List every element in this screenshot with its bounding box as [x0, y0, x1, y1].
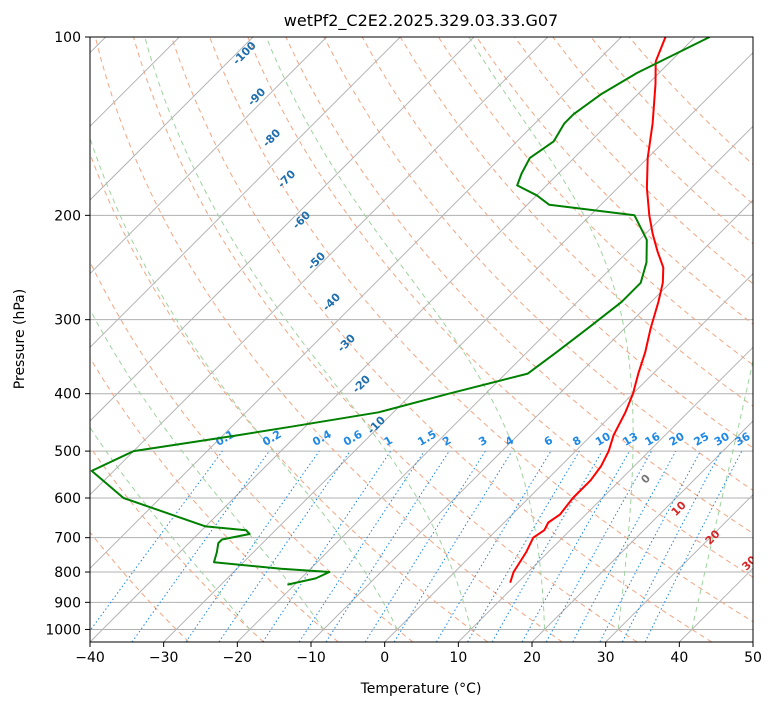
dry-adiabat	[94, 37, 563, 642]
x-tick-label: −40	[75, 650, 105, 666]
mixing-ratio-line	[185, 450, 320, 642]
isotherm-line	[90, 37, 475, 422]
dry-adiabats	[90, 37, 753, 642]
dry-adiabat	[90, 531, 190, 642]
dry-adiabat	[247, 37, 753, 578]
x-tick-label: −10	[296, 650, 326, 666]
moist-adiabat	[691, 358, 753, 630]
dry-adiabat	[209, 37, 753, 623]
moist-adiabat	[468, 37, 634, 630]
x-tick-label: −20	[223, 650, 253, 666]
isotherm-line	[90, 37, 696, 642]
dry-adiabat	[361, 37, 753, 449]
y-tick-label: 500	[54, 444, 81, 460]
mixing-ratio-line	[521, 450, 630, 642]
isobar-gridlines	[90, 37, 753, 630]
moist-adiabats	[90, 37, 753, 630]
mixing-ratio-line	[644, 450, 743, 642]
mixing-ratio-line	[90, 450, 223, 632]
isotherm-line	[90, 37, 549, 496]
isotherm-line	[90, 37, 328, 275]
dry-adiabat	[90, 152, 488, 642]
x-tick-label: 40	[670, 650, 688, 666]
profile-series	[90, 37, 711, 586]
x-axis: −40 −30 −20 −10 0 10 20 30 40 50	[75, 642, 762, 666]
plot-frame	[89, 36, 754, 643]
dewpoint-profile-line	[90, 37, 711, 586]
isotherm-line	[310, 199, 753, 642]
dry-adiabat	[90, 356, 339, 642]
plot-area: 0.1 0.2 0.4 0.6 1 1.5 2 3 4 6 8 10 13 16 20 25 30 36-100-…	[90, 37, 753, 642]
chart-title: wetPf2_C2E2.2025.329.03.33.G07	[284, 11, 558, 31]
mixing-ratio-line	[298, 450, 425, 642]
isotherm-line	[163, 51, 753, 642]
isotherm-line	[236, 125, 753, 642]
isotherm-line	[384, 272, 753, 642]
dry-adiabat	[132, 37, 638, 642]
moist-adiabat	[90, 136, 398, 630]
x-tick-label: 50	[744, 650, 762, 666]
isotherm-line	[90, 37, 401, 349]
mixing-ratio-line	[131, 450, 270, 642]
mixing-ratio-line	[393, 450, 513, 642]
y-tick-label: 100	[54, 30, 81, 46]
temperature-profile-line	[509, 37, 667, 584]
y-tick-label: 300	[54, 313, 81, 329]
x-axis-label: Temperature (°C)	[360, 681, 482, 697]
isotherm-line	[90, 37, 254, 201]
y-tick-label: 400	[54, 387, 81, 403]
mixing-ratio-line	[545, 450, 653, 642]
isotherm-line	[90, 37, 622, 570]
y-tick-label: 1000	[45, 622, 81, 638]
mixing-ratio-line	[262, 450, 392, 642]
y-tick-label: 200	[54, 208, 81, 224]
y-tick-label: 600	[54, 491, 81, 507]
mixing-ratio-line	[218, 450, 351, 642]
y-tick-label: 800	[54, 565, 81, 581]
moist-adiabat	[265, 37, 546, 630]
isotherm-gridlines	[90, 37, 753, 642]
mixing-ratio-lines	[90, 450, 743, 642]
dry-adiabat	[514, 37, 753, 285]
mixing-ratio-line	[325, 450, 450, 642]
x-tick-label: 0	[380, 650, 389, 666]
isotherm-line	[457, 346, 753, 642]
x-tick-label: 30	[597, 650, 615, 666]
mixing-ratio-line	[572, 450, 677, 642]
moist-adiabat	[90, 426, 251, 630]
isotherm-line	[605, 493, 753, 642]
dry-adiabat	[171, 37, 712, 642]
x-tick-label: −30	[149, 650, 179, 666]
y-tick-label: 900	[54, 595, 81, 611]
y-axis: 100 200 300 400 500 600 700 800 900 1000	[45, 30, 90, 638]
x-tick-label: 20	[523, 650, 541, 666]
y-axis-label: Pressure (hPa)	[12, 289, 28, 389]
y-tick-label: 700	[54, 531, 81, 547]
dry-adiabat	[399, 37, 753, 407]
dry-adiabat	[90, 446, 264, 642]
isotherm-line	[531, 420, 753, 642]
x-tick-label: 10	[449, 650, 467, 666]
